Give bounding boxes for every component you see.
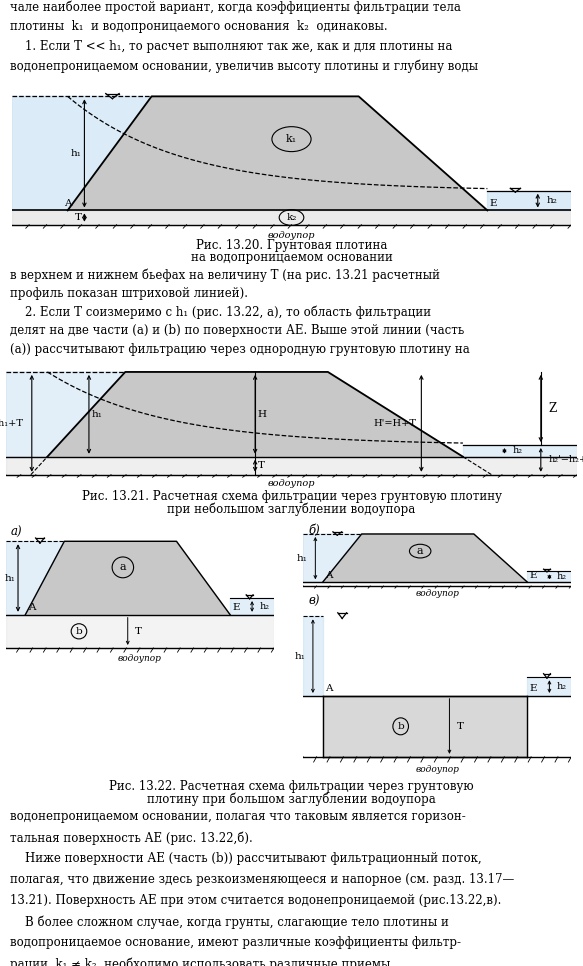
Text: Ниже поверхности АЕ (часть (b)) рассчитывают фильтрационный поток,: Ниже поверхности АЕ (часть (b)) рассчиты… xyxy=(10,852,482,866)
Text: в верхнем и нижнем бьефах на величину T (на рис. 13.21 расчетный: в верхнем и нижнем бьефах на величину T … xyxy=(10,268,441,281)
Polygon shape xyxy=(230,598,274,614)
Polygon shape xyxy=(12,211,571,225)
Text: E: E xyxy=(530,571,538,581)
Text: Z: Z xyxy=(549,402,557,415)
Text: h₂: h₂ xyxy=(557,572,567,582)
Text: водоупор: водоупор xyxy=(415,589,459,598)
Text: (a)) рассчитывают фильтрацию через однородную грунтовую плотину на: (a)) рассчитывают фильтрацию через однор… xyxy=(10,343,470,355)
Text: E: E xyxy=(233,603,240,611)
Text: b: b xyxy=(397,722,404,731)
Polygon shape xyxy=(6,372,125,457)
Polygon shape xyxy=(303,534,361,582)
Polygon shape xyxy=(6,457,577,474)
Text: водоупор: водоупор xyxy=(118,654,162,663)
Text: k₂: k₂ xyxy=(286,213,297,222)
Text: H: H xyxy=(258,410,267,419)
Text: T: T xyxy=(135,627,142,636)
Text: A: A xyxy=(325,684,333,694)
Text: 13.21). Поверхность АЕ при этом считается водонепроницаемой (рис.13.22,в).: 13.21). Поверхность АЕ при этом считаетс… xyxy=(10,895,502,907)
Text: чале наиболее простой вариант, когда коэффициенты фильтрации тела: чале наиболее простой вариант, когда коэ… xyxy=(10,0,461,14)
Polygon shape xyxy=(463,445,577,457)
Text: водонепроницаемом основании, увеличив высоту плотины и глубину воды: водонепроницаемом основании, увеличив вы… xyxy=(10,60,479,73)
Text: тальная поверхность АЕ (рис. 13.22,б).: тальная поверхность АЕ (рис. 13.22,б). xyxy=(10,831,253,844)
Text: H'=H+T: H'=H+T xyxy=(373,419,416,428)
Text: водонепроницаемом основании, полагая что таковым является горизон-: водонепроницаемом основании, полагая что… xyxy=(10,810,466,823)
Text: водоупор: водоупор xyxy=(268,478,315,488)
Text: рации  k₁ ≠ k₂, необходимо использовать различные приемы.: рации k₁ ≠ k₂, необходимо использовать р… xyxy=(10,957,395,966)
Text: h₁: h₁ xyxy=(5,574,16,582)
Text: E: E xyxy=(489,199,497,208)
Text: h₁: h₁ xyxy=(71,149,82,157)
Text: делят на две части (a) и (b) по поверхности АЕ. Выше этой линии (часть: делят на две части (a) и (b) по поверхно… xyxy=(10,325,465,337)
Polygon shape xyxy=(487,191,571,211)
Text: а): а) xyxy=(10,526,22,539)
Text: A: A xyxy=(325,571,333,581)
Polygon shape xyxy=(322,696,528,756)
Polygon shape xyxy=(6,541,64,614)
Polygon shape xyxy=(25,541,230,614)
Text: плотины  k₁  и водопроницаемого основания  k₂  одинаковы.: плотины k₁ и водопроницаемого основания … xyxy=(10,20,388,33)
Text: полагая, что движение здесь резкоизменяющееся и напорное (см. разд. 13.17—: полагая, что движение здесь резкоизменяю… xyxy=(10,873,515,886)
Text: Рис. 13.20. Грунтовая плотина: Рис. 13.20. Грунтовая плотина xyxy=(196,240,387,252)
Text: a: a xyxy=(120,562,126,573)
Text: h₁: h₁ xyxy=(92,410,103,419)
Polygon shape xyxy=(322,534,528,582)
Text: Рис. 13.22. Расчетная схема фильтрации через грунтовую: Рис. 13.22. Расчетная схема фильтрации ч… xyxy=(109,780,474,793)
Text: при небольшом заглублении водоупора: при небольшом заглублении водоупора xyxy=(167,502,416,516)
Text: В более сложном случае, когда грунты, слагающие тело плотины и: В более сложном случае, когда грунты, сл… xyxy=(10,916,449,928)
Text: Рис. 13.21. Расчетная схема фильтрации через грунтовую плотину: Рис. 13.21. Расчетная схема фильтрации ч… xyxy=(82,490,501,503)
Text: h₁: h₁ xyxy=(295,652,305,661)
Text: h₁: h₁ xyxy=(296,554,307,562)
Text: E: E xyxy=(530,684,538,694)
Text: a: a xyxy=(417,546,423,556)
Text: A: A xyxy=(28,603,36,611)
Text: h₁'=h₁+T: h₁'=h₁+T xyxy=(0,419,24,428)
Text: б): б) xyxy=(308,524,320,537)
Polygon shape xyxy=(47,372,463,457)
Text: h₂'=h₂+T: h₂'=h₂+T xyxy=(549,455,583,465)
Text: A: A xyxy=(64,199,71,208)
Text: h₂: h₂ xyxy=(557,682,567,691)
Polygon shape xyxy=(68,97,487,211)
Polygon shape xyxy=(6,614,274,648)
Text: на водопроницаемом основании: на водопроницаемом основании xyxy=(191,251,392,264)
Text: b: b xyxy=(76,627,82,636)
Text: водопроницаемое основание, имеют различные коэффициенты фильтр-: водопроницаемое основание, имеют различн… xyxy=(10,936,462,950)
Text: T: T xyxy=(75,213,82,222)
Text: h₂: h₂ xyxy=(512,446,522,455)
Text: водоупор: водоупор xyxy=(268,231,315,241)
Text: 1. Если T << h₁, то расчет выполняют так же, как и для плотины на: 1. Если T << h₁, то расчет выполняют так… xyxy=(10,40,453,53)
Polygon shape xyxy=(303,616,322,696)
Text: k₁: k₁ xyxy=(286,134,297,144)
Text: h₂: h₂ xyxy=(546,196,557,205)
Text: T: T xyxy=(456,722,463,731)
Text: h₂: h₂ xyxy=(259,602,269,611)
Text: 2. Если T соизмеримо с h₁ (рис. 13.22, а), то область фильтрации: 2. Если T соизмеримо с h₁ (рис. 13.22, а… xyxy=(10,305,431,319)
Text: T: T xyxy=(258,461,265,470)
Polygon shape xyxy=(12,97,152,211)
Polygon shape xyxy=(528,571,571,582)
Text: в): в) xyxy=(308,595,319,609)
Text: водоупор: водоупор xyxy=(415,765,459,774)
Text: профиль показан штриховой линией).: профиль показан штриховой линией). xyxy=(10,287,248,299)
Polygon shape xyxy=(528,677,571,696)
Text: плотину при большом заглублении водоупора: плотину при большом заглублении водоупор… xyxy=(147,792,436,806)
